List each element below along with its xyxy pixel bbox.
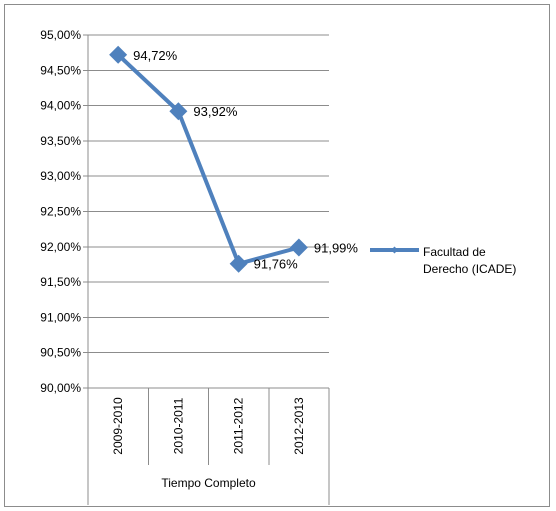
data-point-marker <box>169 102 188 121</box>
y-tick-label: 92,00% <box>40 240 81 254</box>
y-tick-label: 94,00% <box>40 99 81 113</box>
legend-label: Facultad de <box>423 245 486 259</box>
gridlines <box>88 34 329 389</box>
x-tick-label: 2011-2012 <box>232 397 246 454</box>
data-label: 91,99% <box>314 241 359 256</box>
y-tick-label: 90,50% <box>40 346 81 360</box>
data-point-marker <box>289 238 308 257</box>
x-group-label: Tiempo Completo <box>161 476 256 490</box>
x-axis: 2009-2010 2010-2011 2011-2012 2012-2013 Tiem… <box>87 388 330 505</box>
y-tick-label: 94,50% <box>40 63 81 77</box>
data-label: 91,76% <box>254 257 299 272</box>
chart-frame: 95,00% 94,50% 94,00% 93,50% 93,00% 92,50% 92,0… <box>4 4 550 507</box>
legend: Facultad de Derecho (ICADE) <box>370 245 516 276</box>
x-tick-label: 2009-2010 <box>111 397 125 455</box>
series-line <box>116 53 300 266</box>
y-tick-label: 90,00% <box>40 381 81 395</box>
x-tick-label: 2012-2013 <box>292 397 306 455</box>
y-tick-label: 93,00% <box>40 169 81 183</box>
y-axis: 95,00% 94,50% 94,00% 93,50% 93,00% 92,50% 92,0… <box>40 28 89 395</box>
legend-marker <box>391 246 398 254</box>
y-tick-label: 91,50% <box>40 275 81 289</box>
y-tick-label: 95,00% <box>40 28 81 42</box>
y-tick-label: 92,50% <box>40 205 81 219</box>
data-label: 93,92% <box>193 104 238 119</box>
y-tick-label: 91,00% <box>40 310 81 324</box>
y-tick-label: 93,50% <box>40 134 81 148</box>
data-point-marker <box>229 254 248 273</box>
data-labels: 94,72% 93,92% 91,76% 91,99% <box>133 48 358 272</box>
data-label: 94,72% <box>133 48 178 63</box>
legend-label: Derecho (ICADE) <box>423 262 516 276</box>
data-point-marker <box>109 45 128 64</box>
x-tick-label: 2010-2011 <box>171 397 185 454</box>
series-group <box>109 45 308 273</box>
line-chart: 95,00% 94,50% 94,00% 93,50% 93,00% 92,50% 92,0… <box>40 28 516 505</box>
